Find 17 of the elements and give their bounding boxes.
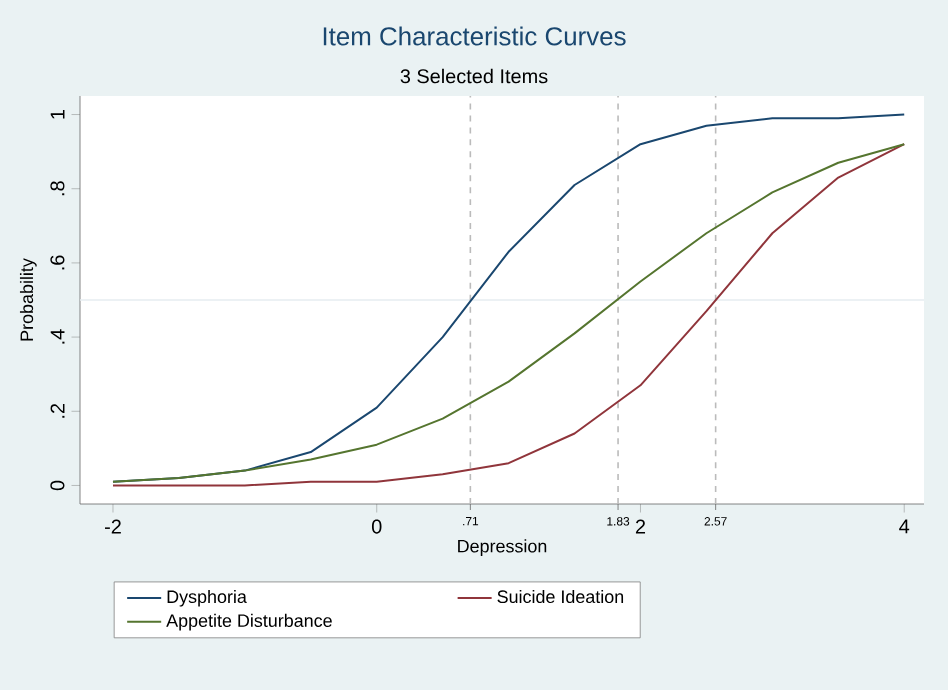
x-tick-label: 4 [899, 519, 910, 534]
y-tick-label: 0 [50, 480, 65, 491]
legend-label: Dysphoria [167, 589, 247, 607]
x-tick-label: -2 [105, 519, 121, 534]
x-axis-title: Depression [458, 539, 547, 557]
x-tick-label: 0 [371, 519, 382, 534]
y-tick-label: 1 [50, 109, 65, 119]
legend-label: Appetite Disturbance [166, 613, 332, 631]
y-axis-title: Probability [19, 258, 37, 341]
chart-subtitle: 3 Selected Items [400, 68, 548, 84]
legend-label: Suicide Ideation [497, 589, 624, 604]
x-tick-label: 2 [635, 519, 646, 534]
y-tick-label: .6 [50, 255, 65, 270]
chart-title: Item Characteristic Curves [323, 26, 626, 46]
y-tick-label: .2 [50, 403, 65, 418]
y-tick-label: .8 [50, 181, 65, 196]
y-tick-label: .4 [50, 329, 65, 344]
